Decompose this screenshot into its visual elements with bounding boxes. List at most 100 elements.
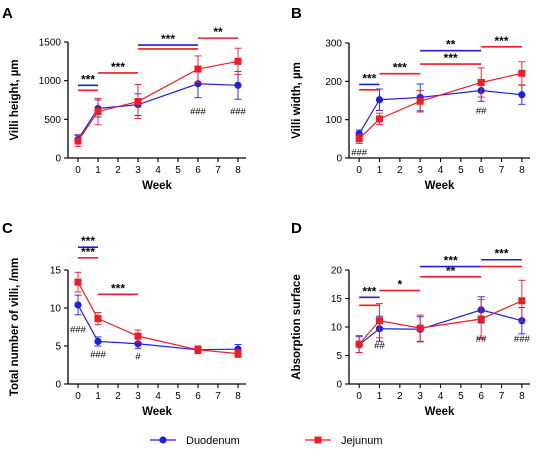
significance-bracket: ** (420, 38, 482, 52)
data-point (194, 346, 202, 354)
x-tick-label: 6 (195, 391, 201, 402)
x-tick-label: 4 (155, 391, 161, 402)
x-tick-label: 2 (115, 391, 121, 402)
significance-label: ** (446, 38, 456, 52)
x-tick-label: 0 (75, 165, 81, 176)
x-tick-label: 5 (175, 165, 181, 176)
x-tick-label: 1 (377, 391, 383, 402)
data-point (477, 315, 485, 323)
data-point (94, 315, 102, 323)
y-axis-title: Villi height, µm (9, 59, 21, 140)
significance-label: *** (111, 60, 125, 74)
data-point (194, 65, 202, 73)
significance-label: *** (81, 234, 95, 248)
significance-bracket: *** (98, 60, 138, 74)
significance-bracket: *** (481, 34, 522, 48)
data-point (234, 81, 242, 89)
x-tick-label: 2 (115, 165, 121, 176)
significance-bracket: *** (78, 245, 98, 259)
hash-mark: ### (351, 147, 368, 158)
x-tick-label: 7 (215, 165, 221, 176)
data-point (234, 57, 242, 65)
significance-label: *** (81, 245, 95, 259)
x-tick-label: 5 (175, 391, 181, 402)
data-point (376, 317, 384, 325)
legend-jejunum-label: Jejunum (341, 435, 383, 447)
x-tick-label: 5 (458, 165, 464, 176)
series-line (77, 304, 239, 351)
chart-panel-b: B 0 1 2 3 4 5 6 7 8 0 100 200 300 Week Villi width, µm *… (291, 5, 530, 192)
significance-bracket: ** (420, 264, 482, 278)
data-point (416, 97, 424, 105)
data-point (355, 135, 363, 143)
hash-mark: ### (70, 324, 87, 335)
panel-letter: D (291, 220, 302, 237)
data-point (94, 337, 102, 346)
significance-bracket: ** (198, 25, 238, 39)
x-tick-label: 6 (195, 165, 201, 176)
x-tick-label: 3 (417, 165, 423, 176)
x-tick-label: 7 (499, 165, 505, 176)
x-tick-label: 3 (417, 391, 423, 402)
significance-label: *** (495, 34, 509, 48)
x-tick-label: 4 (438, 391, 444, 402)
data-point (74, 301, 82, 309)
x-tick-label: 4 (438, 165, 444, 176)
series-jejunum (355, 279, 526, 354)
significance-label: *** (444, 254, 458, 268)
y-tick-label: 0 (55, 154, 61, 165)
y-tick-label: 0 (55, 380, 61, 391)
x-tick-label: 1 (377, 165, 383, 176)
hash-mark: ## (476, 106, 487, 117)
data-point (376, 115, 384, 123)
x-tick-label: 2 (397, 165, 403, 176)
x-tick-label: 0 (75, 391, 81, 402)
y-tick-label: 5 (336, 351, 342, 362)
x-tick-label: 5 (458, 391, 464, 402)
x-tick-label: 4 (155, 165, 161, 176)
data-point (74, 278, 82, 286)
hash-mark: ### (90, 349, 107, 360)
significance-bracket: *** (138, 32, 198, 50)
x-tick-label: 6 (478, 165, 484, 176)
series-line (77, 281, 239, 355)
significance-bracket: *** (359, 71, 380, 91)
data-point (477, 78, 485, 86)
x-tick-label: 8 (235, 391, 241, 402)
x-tick-label: 3 (135, 165, 141, 176)
data-point (355, 340, 363, 348)
series-duodenum (355, 79, 526, 139)
data-point (518, 297, 526, 305)
significance-label: *** (362, 71, 376, 85)
x-tick-label: 0 (356, 165, 362, 176)
y-tick-label: 100 (325, 115, 342, 126)
x-tick-label: 6 (478, 391, 484, 402)
hash-mark: # (135, 352, 141, 363)
significance-label: *** (444, 51, 458, 65)
legend-duodenum-marker (159, 436, 167, 444)
hash-mark: ### (230, 107, 247, 118)
x-axis-title: Week (425, 406, 455, 418)
y-tick-label: 15 (50, 266, 62, 277)
series-line (358, 309, 523, 346)
series-jejunum (74, 271, 242, 358)
x-tick-label: 2 (397, 391, 403, 402)
significance-label: * (398, 278, 403, 292)
x-tick-label: 1 (95, 391, 101, 402)
x-tick-label: 8 (519, 165, 525, 176)
significance-label: *** (393, 61, 407, 75)
legend-jejunum-marker (314, 436, 322, 444)
x-tick-label: 8 (235, 165, 241, 176)
x-axis-title: Week (142, 180, 172, 192)
y-tick-label: 10 (331, 323, 343, 334)
significance-bracket: *** (481, 247, 522, 268)
significance-label: ** (213, 25, 223, 39)
significance-bracket: *** (98, 281, 138, 295)
significance-bracket: *** (420, 51, 482, 65)
series-duodenum (74, 69, 242, 145)
y-tick-label: 20 (331, 266, 343, 277)
hash-mark: ## (374, 341, 385, 352)
y-axis-title: Villi width, µm (291, 62, 303, 139)
significance-label: *** (81, 72, 95, 86)
